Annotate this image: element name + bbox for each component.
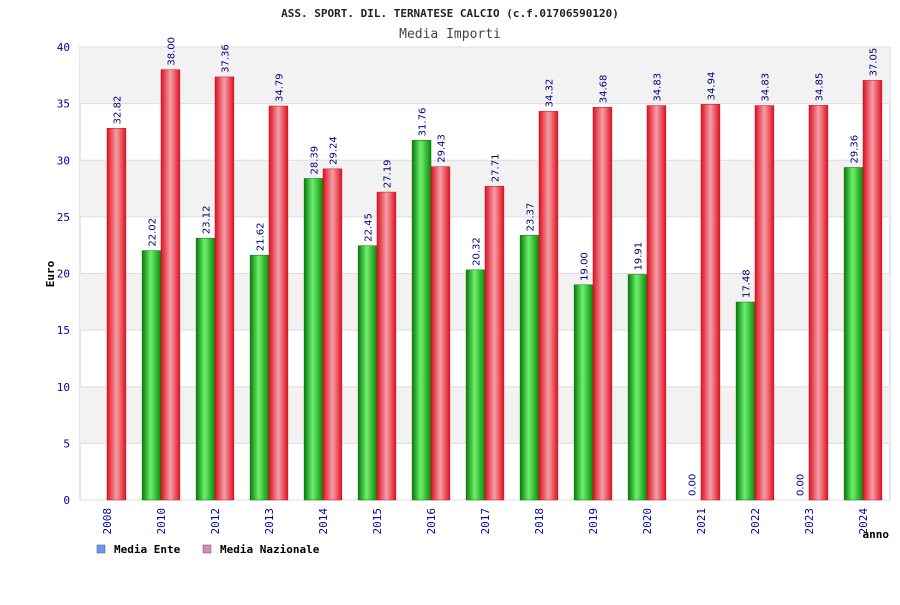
bar-media-nazionale	[700, 104, 721, 501]
legend-swatch	[96, 544, 106, 554]
bar-value-label: 22.02	[148, 218, 159, 247]
bar-media-ente	[735, 301, 756, 501]
y-tick-label: 20	[57, 268, 70, 281]
bar-value-label: 29.36	[850, 135, 861, 164]
y-tick-label: 30	[57, 154, 70, 167]
y-axis-ticks: 0 5 10 15 20 25 30 35 40	[57, 41, 70, 507]
legend-label: Media Nazionale	[220, 543, 320, 556]
bar-value-label: 37.05	[868, 48, 879, 77]
bar-value-label: 34.83	[652, 73, 663, 102]
bar-value-label: 34.32	[544, 79, 555, 108]
y-tick-label: 10	[57, 381, 70, 394]
x-tick-label: 2022	[749, 508, 762, 535]
y-tick-label: 5	[63, 437, 70, 450]
bar-value-label: 37.36	[220, 44, 231, 73]
bar-media-nazionale	[376, 191, 397, 501]
chart-title: ASS. SPORT. DIL. TERNATESE CALCIO (c.f.0…	[281, 7, 619, 20]
x-tick-label: 2024	[857, 508, 870, 535]
bar-value-label: 22.45	[364, 213, 375, 242]
bar-media-ente	[411, 140, 432, 501]
bar-value-label: 29.43	[436, 134, 447, 163]
bar-value-label: 20.32	[472, 237, 483, 266]
bar-media-ente	[141, 250, 162, 501]
bar-media-nazionale	[754, 105, 775, 501]
y-axis-label: Euro	[44, 260, 57, 287]
bar-media-nazionale	[538, 111, 559, 501]
legend-label: Media Ente	[114, 543, 181, 556]
bar-value-label: 19.91	[634, 242, 645, 271]
x-tick-label: 2021	[695, 508, 708, 535]
chart-subtitle: Media Importi	[399, 27, 501, 42]
bar-value-label: 27.71	[490, 154, 501, 183]
y-tick-label: 25	[57, 211, 70, 224]
bar-media-nazionale	[106, 128, 127, 501]
legend-swatch	[202, 544, 212, 554]
bar-media-ente	[303, 178, 324, 501]
bar-media-nazionale	[430, 166, 451, 501]
bar-media-ente	[195, 237, 216, 501]
x-tick-label: 2023	[803, 508, 816, 535]
y-tick-label: 0	[63, 494, 70, 507]
bar-value-label: 29.24	[328, 136, 339, 165]
x-tick-label: 2017	[479, 508, 492, 535]
bar-media-nazionale	[160, 69, 181, 501]
bar-value-label: 0.00	[796, 474, 807, 496]
x-tick-label: 2019	[587, 508, 600, 535]
bar-value-label: 23.12	[202, 206, 213, 235]
bar-media-nazionale	[862, 80, 883, 501]
y-tick-label: 15	[57, 324, 70, 337]
bar-value-label: 31.76	[418, 108, 429, 137]
x-tick-label: 2013	[263, 508, 276, 535]
bar-value-label: 0.00	[688, 474, 699, 496]
bar-media-nazionale	[268, 105, 289, 501]
legend: Media Ente Media Nazionale	[96, 543, 320, 556]
x-tick-label: 2012	[209, 508, 222, 535]
bar-media-nazionale	[484, 185, 505, 501]
bar-value-label: 34.94	[706, 72, 717, 101]
bar-media-nazionale	[322, 168, 343, 501]
x-tick-label: 2014	[317, 508, 330, 535]
bar-value-label: 32.82	[112, 96, 123, 125]
bar-value-label: 19.00	[580, 252, 591, 281]
bars-group: 32.82 22.02 38.00 23.12 37.36 21.62 34.79 28.39…	[106, 37, 883, 501]
bar-media-ente	[843, 167, 864, 501]
bar-media-nazionale	[214, 76, 235, 501]
bar-value-label: 38.00	[166, 37, 177, 66]
bar-media-ente	[357, 245, 378, 501]
bar-value-label: 17.48	[742, 269, 753, 298]
bar-value-label: 21.62	[256, 223, 267, 252]
x-tick-label: 2015	[371, 508, 384, 535]
bar-media-ente	[465, 269, 486, 501]
bar-media-nazionale	[646, 105, 667, 501]
bar-value-label: 34.68	[598, 75, 609, 104]
bar-value-label: 34.83	[760, 73, 771, 102]
bar-media-ente	[627, 274, 648, 501]
bar-media-ente	[573, 284, 594, 501]
bar-value-label: 34.79	[274, 73, 285, 102]
bar-media-ente	[249, 254, 270, 501]
y-tick-label: 35	[57, 98, 70, 111]
x-tick-label: 2010	[155, 508, 168, 535]
y-tick-label: 40	[57, 41, 70, 54]
bar-media-ente	[519, 235, 540, 501]
x-tick-label: 2020	[641, 508, 654, 535]
bar-media-nazionale	[592, 106, 613, 501]
x-tick-label: 2008	[101, 508, 114, 535]
bar-value-label: 34.85	[814, 73, 825, 102]
bar-media-nazionale	[808, 105, 829, 501]
x-axis-ticks: 2008 2010 2012 2013 2014 2015 2016 2017 2018 2019…	[101, 508, 870, 535]
bar-value-label: 27.19	[382, 159, 393, 188]
x-tick-label: 2018	[533, 508, 546, 535]
bar-value-label: 28.39	[310, 146, 321, 175]
bar-value-label: 23.37	[526, 203, 537, 232]
x-tick-label: 2016	[425, 508, 438, 535]
x-axis-label: anno	[863, 528, 890, 541]
